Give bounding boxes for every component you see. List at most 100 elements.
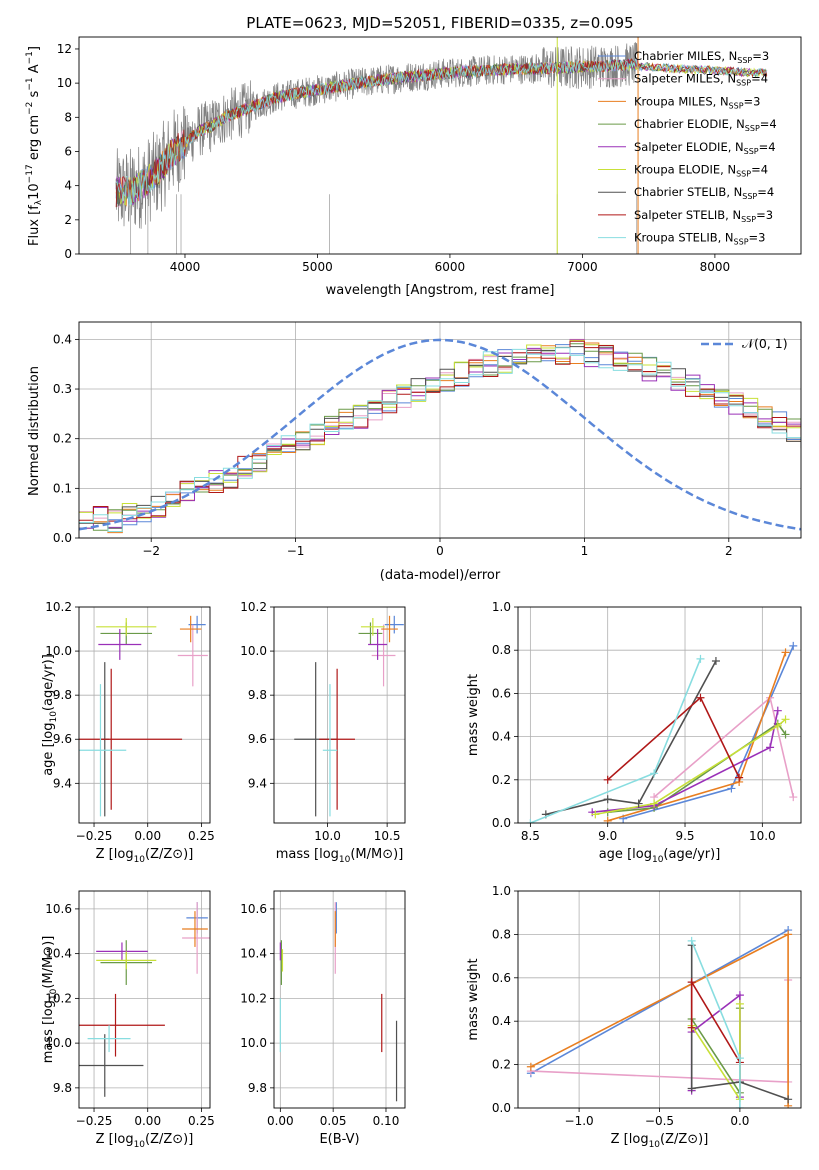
x-label: mass [log10(M/M⊙)] [276,847,404,865]
y-tick-label: 10.6 [45,902,72,916]
mass-weight-marker [735,1104,744,1108]
plot-area [79,902,210,1097]
x-tick-label: 0.00 [267,1114,294,1128]
legend-label: Chabrier MILES, NSSP=3 [634,49,769,65]
histogram-step-line [79,347,801,532]
y-tick-label: 0.4 [492,1014,511,1028]
mass-weight-marker [711,657,720,665]
y-tick-label: 10.2 [240,600,267,614]
mass-weight-marker [784,1095,793,1104]
mass-weight-marker [696,654,705,663]
y-tick-label: 0.1 [53,481,72,495]
y-tick-label: 10.0 [240,1036,267,1050]
y-tick-label: 0.4 [53,332,72,346]
x-tick-label: 0.00 [134,829,161,843]
mass-weight-marker [603,795,612,804]
x-tick-label: 9.0 [598,829,617,843]
mass-weight-marker [735,999,744,1008]
y-tick-label: 6 [64,144,72,158]
model-spectrum-line [115,57,768,208]
mass-weight-marker [781,648,790,657]
y-label: mass [log10(M/M⊙)] [41,936,59,1064]
plot-area [526,641,798,823]
y-tick-label: 10.6 [240,902,267,916]
axes-frame [78,890,211,1109]
x-tick-label: −1.0 [565,1114,594,1128]
mass-weight-marker [687,1023,696,1032]
axes-frame [273,890,406,1109]
x-tick-label: 8000 [700,260,731,274]
gaussian-curve [79,338,801,531]
mass-weight-marker [789,641,798,650]
x-tick-label: 0.05 [320,1114,347,1128]
y-tick-label: 8 [64,110,72,124]
mass-weight-marker [781,730,790,739]
y-tick-label: 10.4 [240,947,267,961]
axes-frame [517,890,802,1109]
x-label: age [log10(age/yr)] [599,847,721,865]
y-label: age [log10(age/yr)] [41,654,59,776]
x-label: Z [log10(Z/Z⊙)] [96,847,194,865]
mass-weight-marker [766,743,775,752]
plot-area [79,615,208,817]
x-tick-label: 10.0 [314,829,341,843]
x-tick-label: 4000 [170,260,201,274]
spectrum-xlabel: wavelength [Angstrom, rest frame] [326,283,555,298]
y-label: mass weight [466,674,481,756]
x-tick-label: 0.10 [373,1114,400,1128]
legend-label: Kroupa MILES, NSSP=3 [634,94,760,110]
x-tick-label: 5000 [302,260,333,274]
mass-weight-marker [526,819,535,823]
x-tick-label: −0.25 [76,829,113,843]
y-tick-label: 0.6 [492,686,511,700]
y-tick-label: 1.0 [492,600,511,614]
y-tick-label: 10.2 [45,600,72,614]
y-label: mass weight [466,958,481,1040]
spectrum-panel: 4000 5000 6000 7000 8000 0 2 4 6 8 10 12 Chabrier MI… [57,36,802,274]
age-vs-mass-panel: 10.0 10.5 9.4 9.6 9.8 10.0 10.2 mass [log10(M/M… [240,600,406,865]
x-tick-label: 8.5 [521,829,540,843]
mass-weight-line [690,979,741,1063]
mass-weight-marker [687,1084,696,1093]
y-tick-label: 1.0 [492,884,511,898]
mass-weight-marker [735,1054,744,1063]
axes-frame [78,321,802,539]
y-tick-label: 10.0 [45,1036,72,1050]
y-tick-label: 0.0 [53,531,72,545]
mass-weight-marker [773,721,782,730]
y-tick-label: 10.0 [45,644,72,658]
y-tick-label: 10.0 [240,644,267,658]
mass-weight-marker [735,773,744,782]
y-tick-label: 9.8 [53,688,72,702]
axes-frame [517,606,802,824]
mass-weight-marker [687,978,696,987]
x-tick-label: 7000 [567,260,598,274]
residual-xlabel: (data-model)/error [380,568,501,583]
axes-frame [78,606,211,824]
figure-title: PLATE=0623, MJD=52051, FIBERID=0335, z=0… [246,14,633,32]
legend-label: Kroupa STELIB, NSSP=3 [634,231,765,247]
mass-vs-extinction-panel: 0.00 0.05 0.10 9.8 10.0 10.2 10.4 10.6 E(B-V) [240,890,406,1147]
x-tick-label: 0.0 [730,1114,749,1128]
x-tick-label: 1 [581,544,589,558]
mass-weight-marker [727,784,736,793]
x-tick-label: 6000 [435,260,466,274]
plot-area [526,926,793,1108]
legend-label: Chabrier ELODIE, NSSP=4 [634,117,777,133]
y-tick-label: 4 [64,179,72,193]
x-tick-label: 9.5 [675,829,694,843]
mass-weight-line [530,929,789,1074]
legend-label: 𝒩(0, 1) [742,336,788,351]
histogram-step-line [79,342,801,534]
x-label: Z [log10(Z/Z⊙)] [611,1132,709,1150]
x-tick-label: 0.25 [188,829,215,843]
residual-ylabel: Normed distribution [27,366,42,496]
histogram-step-line [79,339,801,529]
mass-weight-line [545,660,717,816]
x-tick-label: −1 [287,544,305,558]
y-tick-label: 9.4 [53,776,72,790]
mass-weight-marker [687,936,696,945]
axes-frame [78,36,802,255]
x-tick-label: −2 [142,544,160,558]
